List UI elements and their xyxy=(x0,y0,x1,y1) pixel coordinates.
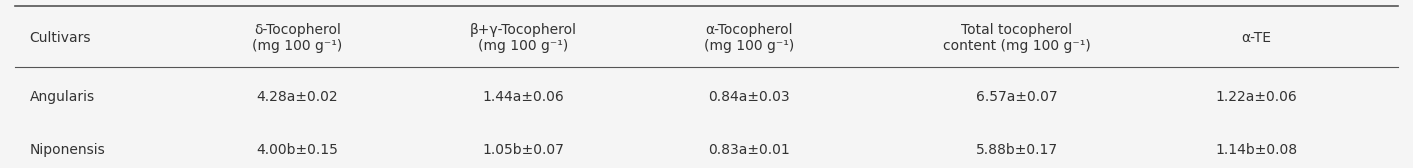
Text: Total tocopherol
content (mg 100 g⁻¹): Total tocopherol content (mg 100 g⁻¹) xyxy=(942,23,1091,53)
Text: δ-Tocopherol
(mg 100 g⁻¹): δ-Tocopherol (mg 100 g⁻¹) xyxy=(253,23,343,53)
Text: 0.84a±0.03: 0.84a±0.03 xyxy=(708,90,790,104)
Text: 1.14b±0.08: 1.14b±0.08 xyxy=(1215,143,1297,157)
Text: Angularis: Angularis xyxy=(30,90,95,104)
Text: β+γ-Tocopherol
(mg 100 g⁻¹): β+γ-Tocopherol (mg 100 g⁻¹) xyxy=(469,23,577,53)
Text: α-TE: α-TE xyxy=(1242,31,1272,45)
Text: 4.00b±0.15: 4.00b±0.15 xyxy=(257,143,339,157)
Text: 4.28a±0.02: 4.28a±0.02 xyxy=(257,90,338,104)
Text: Cultivars: Cultivars xyxy=(30,31,90,45)
Text: α-Tocopherol
(mg 100 g⁻¹): α-Tocopherol (mg 100 g⁻¹) xyxy=(704,23,794,53)
Text: 1.05b±0.07: 1.05b±0.07 xyxy=(482,143,564,157)
Text: 1.22a±0.06: 1.22a±0.06 xyxy=(1215,90,1297,104)
Text: Niponensis: Niponensis xyxy=(30,143,106,157)
Text: 6.57a±0.07: 6.57a±0.07 xyxy=(976,90,1057,104)
Text: 5.88b±0.17: 5.88b±0.17 xyxy=(976,143,1058,157)
Text: 0.83a±0.01: 0.83a±0.01 xyxy=(708,143,790,157)
Text: 1.44a±0.06: 1.44a±0.06 xyxy=(482,90,564,104)
